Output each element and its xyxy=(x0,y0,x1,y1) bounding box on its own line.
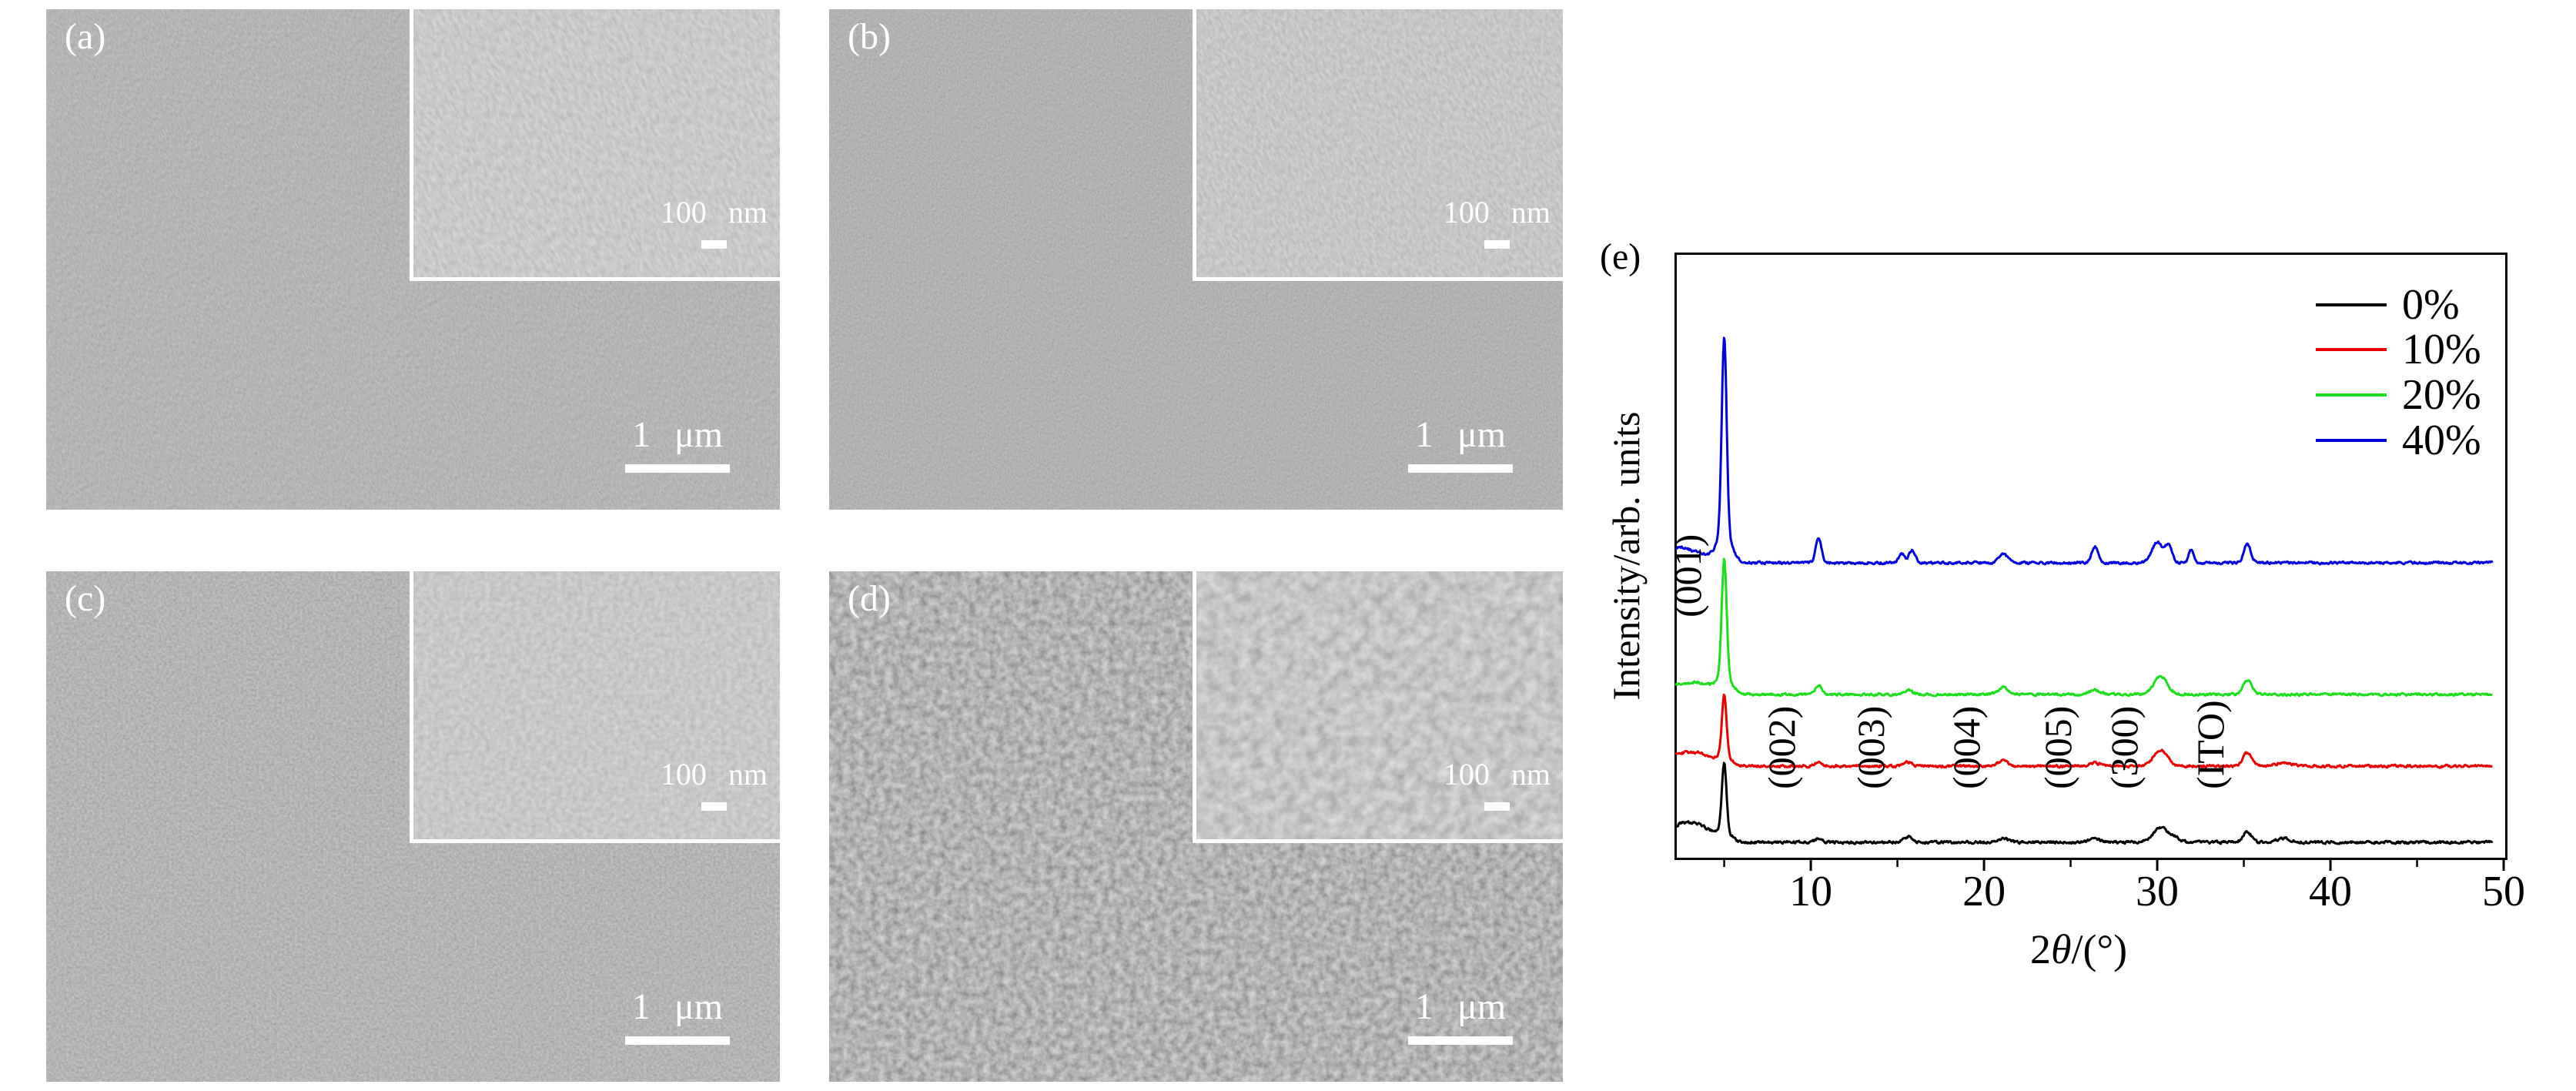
legend-label: 0% xyxy=(2402,281,2460,329)
scale-bar xyxy=(701,240,727,249)
sem-panel-c: (c) 100 nm 1 μm xyxy=(46,571,780,1082)
xrd-curve-0% xyxy=(1674,761,2494,845)
panel-b-inset-scale-text: 100 nm xyxy=(1443,195,1551,229)
scale-bar xyxy=(1408,1036,1513,1045)
panel-c-label: (c) xyxy=(65,578,106,619)
peak-label-(ITO): (ITO) xyxy=(2189,700,2233,789)
panel-a-inset-scale: 100 nm xyxy=(661,197,768,249)
panel-d-label: (d) xyxy=(848,578,891,619)
legend-item-10%: 10% xyxy=(2316,326,2481,373)
panel-c-inset: 100 nm xyxy=(410,571,780,843)
panel-c-main-scale: 1 μm xyxy=(620,989,735,1045)
panel-a-inset: 100 nm xyxy=(410,9,780,281)
peak-label-(003): (003) xyxy=(1849,705,1893,789)
xrd-curve-10% xyxy=(1674,693,2493,769)
x-tick-label-40: 40 xyxy=(2309,868,2353,915)
panel-b-label: (b) xyxy=(848,16,891,57)
scale-bar xyxy=(1484,240,1510,249)
scale-bar xyxy=(1484,802,1510,811)
panel-c-inset-scale-text: 100 nm xyxy=(660,757,768,791)
panel-d-inset-scale-text: 100 nm xyxy=(1443,757,1551,791)
panel-d-main-scale: 1 μm xyxy=(1403,989,1518,1045)
legend-item-0%: 0% xyxy=(2316,281,2460,329)
legend-label: 10% xyxy=(2402,326,2481,373)
x-tick-label-20: 20 xyxy=(1962,868,2006,915)
panel-b-main-scale: 1 μm xyxy=(1403,417,1518,473)
sem-panel-b: (b) 100 nm 1 μm xyxy=(829,9,1563,510)
panel-b-main-scale-text: 1 μm xyxy=(1414,414,1507,455)
panel-b-inset-scale: 100 nm xyxy=(1444,197,1551,249)
peak-label-(300): (300) xyxy=(2102,705,2146,789)
panel-d-inset: 100 nm xyxy=(1193,571,1563,843)
panel-c-main-scale-text: 1 μm xyxy=(631,986,724,1027)
peak-label-(005): (005) xyxy=(2036,705,2080,789)
panel-c-inset-scale: 100 nm xyxy=(661,759,768,811)
peak-label-(004): (004) xyxy=(1944,705,1988,789)
scale-bar xyxy=(1408,464,1513,473)
x-tick-label-50: 50 xyxy=(2482,868,2526,915)
sem-panel-a: (a) 100 nm 1 μm xyxy=(46,9,780,510)
panel-d-main-scale-text: 1 μm xyxy=(1414,986,1507,1027)
peak-label-(001): (001) xyxy=(1665,534,1709,617)
xrd-curve-40% xyxy=(1674,336,2494,566)
sem-inset-texture-a xyxy=(413,9,780,277)
legend-label: 20% xyxy=(2402,371,2481,419)
panel-a-label: (a) xyxy=(65,16,106,57)
y-axis-label: Intensity/arb. units xyxy=(1604,411,1648,701)
peak-label-(002): (002) xyxy=(1760,705,1804,789)
sem-inset-texture-c xyxy=(413,571,780,839)
scale-bar xyxy=(701,802,727,811)
x-axis-label: 2θ/(°) xyxy=(2029,926,2128,972)
panel-a-main-scale: 1 μm xyxy=(620,417,735,473)
x-tick-label-30: 30 xyxy=(2136,868,2180,915)
panel-d-inset-scale: 100 nm xyxy=(1444,759,1551,811)
sem-inset-texture-d xyxy=(1196,571,1563,839)
legend-item-20%: 20% xyxy=(2316,371,2481,419)
x-tick-label-10: 10 xyxy=(1789,868,1833,915)
panel-a-main-scale-text: 1 μm xyxy=(631,414,724,455)
legend-item-40%: 40% xyxy=(2316,417,2481,464)
legend-line-swatch xyxy=(2316,348,2387,351)
legend-label: 40% xyxy=(2402,417,2481,464)
scale-bar xyxy=(625,464,730,473)
legend-line-swatch xyxy=(2316,439,2387,442)
sem-panel-d: (d) 100 nm 1 μm xyxy=(829,571,1563,1082)
legend-line-swatch xyxy=(2316,303,2387,306)
xrd-curve-20% xyxy=(1674,557,2494,698)
plot-frame xyxy=(1674,253,2507,860)
sem-inset-texture-b xyxy=(1196,9,1563,277)
scale-bar xyxy=(625,1036,730,1045)
chart-label-e: (e) xyxy=(1600,236,1641,277)
panel-a-inset-scale-text: 100 nm xyxy=(660,195,768,229)
panel-b-inset: 100 nm xyxy=(1193,9,1563,281)
legend-line-swatch xyxy=(2316,393,2387,397)
xrd-plot-svg xyxy=(1674,253,2507,871)
